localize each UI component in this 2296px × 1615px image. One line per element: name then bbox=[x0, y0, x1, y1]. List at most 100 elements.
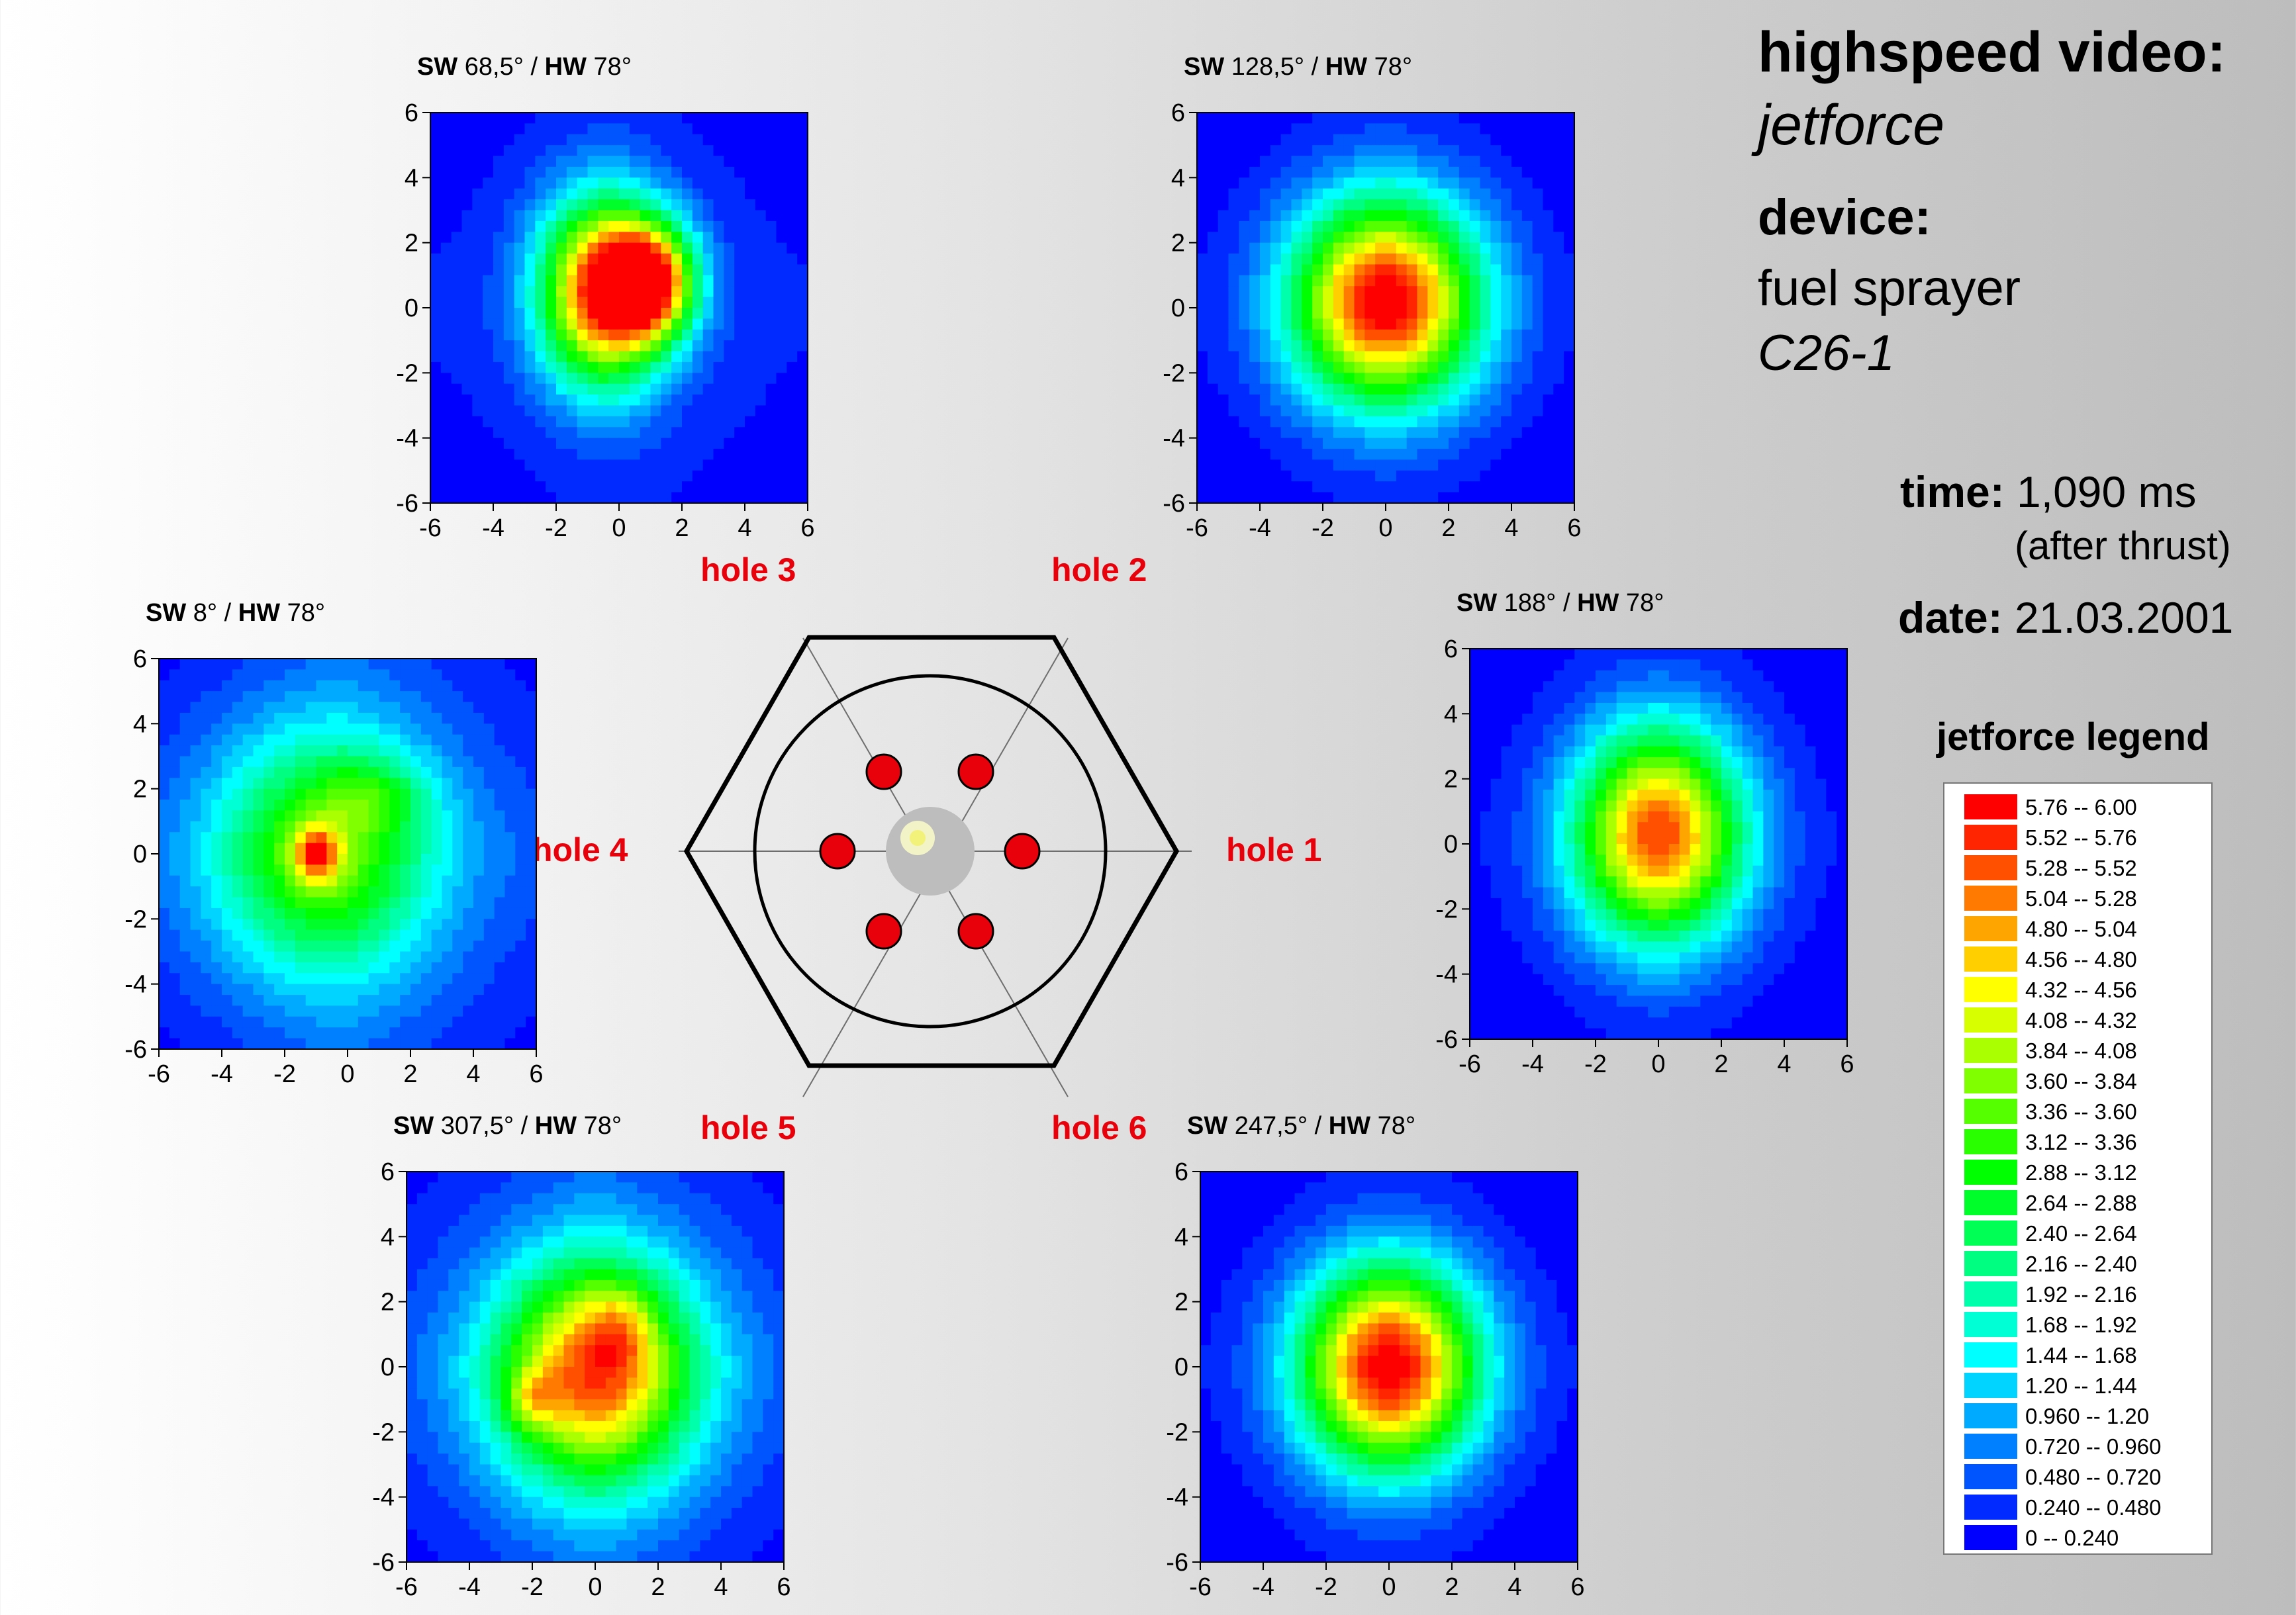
heatmap-cell bbox=[1805, 768, 1816, 779]
heatmap-cell bbox=[608, 199, 619, 210]
heatmap-cell bbox=[1197, 362, 1208, 373]
heatmap-cell bbox=[1574, 735, 1585, 747]
heatmap-cell bbox=[1249, 459, 1260, 471]
heatmap-cell bbox=[358, 1027, 369, 1038]
heatmap-cell bbox=[462, 308, 473, 319]
heatmap-cell bbox=[326, 876, 337, 887]
heatmap-cell bbox=[755, 275, 766, 287]
heatmap-cell bbox=[556, 351, 567, 363]
heatmap-cell bbox=[1763, 854, 1774, 866]
heatmap-cell bbox=[1292, 297, 1302, 308]
heatmap-cell bbox=[1417, 243, 1428, 254]
heatmap-cell bbox=[1323, 189, 1333, 200]
heatmap-cell bbox=[191, 995, 201, 1006]
heatmap-cell bbox=[514, 362, 525, 373]
heatmap-cell bbox=[211, 800, 222, 811]
heatmap-cell bbox=[1490, 221, 1501, 232]
heatmap-cell bbox=[1459, 308, 1470, 319]
heatmap-cell bbox=[1480, 123, 1491, 134]
heatmap-cell bbox=[1480, 898, 1491, 909]
heatmap-cell bbox=[525, 264, 536, 275]
heatmap-cell bbox=[1427, 167, 1438, 178]
heatmap-cell bbox=[1564, 692, 1575, 704]
heatmap-cell bbox=[337, 745, 348, 757]
heatmap-cell bbox=[211, 973, 222, 984]
heatmap-cell bbox=[1396, 438, 1407, 449]
heatmap-cell bbox=[504, 134, 514, 146]
heatmap-cell bbox=[1658, 757, 1669, 768]
heatmap-cell bbox=[556, 232, 567, 243]
heatmap-cell bbox=[1511, 844, 1522, 855]
heatmap-cell bbox=[505, 810, 516, 821]
heatmap-cell bbox=[169, 984, 180, 995]
heatmap-cell bbox=[1501, 286, 1511, 297]
heatmap-cell bbox=[1574, 876, 1585, 888]
heatmap-cell bbox=[379, 778, 390, 789]
heatmap-cell bbox=[1459, 427, 1470, 438]
heatmap-cell bbox=[1355, 123, 1365, 134]
heatmap-cell bbox=[1805, 822, 1816, 833]
heatmap-cell bbox=[421, 800, 432, 811]
heatmap-cell bbox=[1364, 264, 1375, 275]
heatmap-cell bbox=[432, 973, 442, 984]
heatmap-cell bbox=[514, 243, 525, 254]
heatmap-cell bbox=[1511, 692, 1522, 704]
heatmap-cell bbox=[1522, 264, 1533, 275]
heatmap-cell bbox=[254, 735, 264, 746]
heatmap-cell bbox=[442, 1005, 453, 1017]
heatmap-cell bbox=[389, 941, 400, 952]
heatmap-cell bbox=[1292, 416, 1302, 428]
heatmap-cell bbox=[274, 930, 285, 941]
heatmap-cell bbox=[1459, 481, 1470, 492]
heatmap-cell bbox=[1490, 449, 1501, 460]
heatmap-cell bbox=[1511, 308, 1522, 319]
heatmap-cell bbox=[410, 778, 421, 789]
heatmap-cell bbox=[348, 713, 358, 724]
heatmap-cell bbox=[1522, 844, 1533, 855]
heatmap-cell bbox=[1680, 681, 1690, 692]
heatmap-cell bbox=[274, 821, 285, 833]
heatmap-cell bbox=[682, 210, 693, 222]
heatmap-cell bbox=[1281, 449, 1292, 460]
heatmap-cell bbox=[671, 459, 682, 471]
heatmap-cell bbox=[254, 1038, 264, 1050]
heatmap-cell bbox=[714, 318, 724, 330]
heatmap-cell bbox=[1260, 373, 1270, 384]
heatmap-cell bbox=[1533, 340, 1543, 351]
heatmap-cell bbox=[777, 177, 787, 189]
heatmap-cell bbox=[348, 1038, 358, 1050]
heatmap-cell bbox=[1502, 888, 1512, 899]
heatmap-cell bbox=[180, 962, 191, 974]
heatmap-cell bbox=[514, 156, 525, 167]
heatmap-cell bbox=[1208, 286, 1218, 297]
heatmap-cell bbox=[306, 1027, 316, 1038]
heatmap-cell bbox=[243, 767, 254, 778]
heatmap-cell bbox=[1826, 779, 1837, 790]
heatmap-cell bbox=[1438, 210, 1449, 222]
heatmap-cell bbox=[1344, 210, 1355, 222]
heatmap-cell bbox=[232, 659, 243, 670]
heatmap-cell bbox=[1459, 134, 1470, 146]
y-tick-label: 0 bbox=[405, 295, 418, 322]
heatmap-cell bbox=[432, 810, 442, 821]
heatmap-cell bbox=[1480, 156, 1491, 167]
heatmap-cell bbox=[1522, 866, 1533, 877]
heatmap-cell bbox=[608, 189, 619, 200]
heatmap-cell bbox=[1753, 768, 1764, 779]
heatmap-cell bbox=[222, 930, 232, 941]
heatmap-cell bbox=[504, 416, 514, 428]
heatmap-cell bbox=[1501, 340, 1511, 351]
heatmap-cell bbox=[1239, 427, 1249, 438]
heatmap-cell bbox=[441, 438, 452, 449]
heatmap-cell bbox=[159, 930, 169, 941]
heatmap-cell bbox=[567, 394, 577, 406]
heatmap-cell bbox=[263, 1027, 274, 1038]
heatmap-cell bbox=[483, 243, 493, 254]
heatmap-cell bbox=[180, 669, 191, 680]
heatmap-cell bbox=[430, 199, 441, 210]
heatmap-cell bbox=[1407, 113, 1417, 124]
heatmap-cell bbox=[1502, 725, 1512, 736]
heatmap-cell bbox=[745, 394, 755, 406]
heatmap-cell bbox=[671, 145, 682, 156]
heatmap-cell bbox=[640, 406, 651, 417]
